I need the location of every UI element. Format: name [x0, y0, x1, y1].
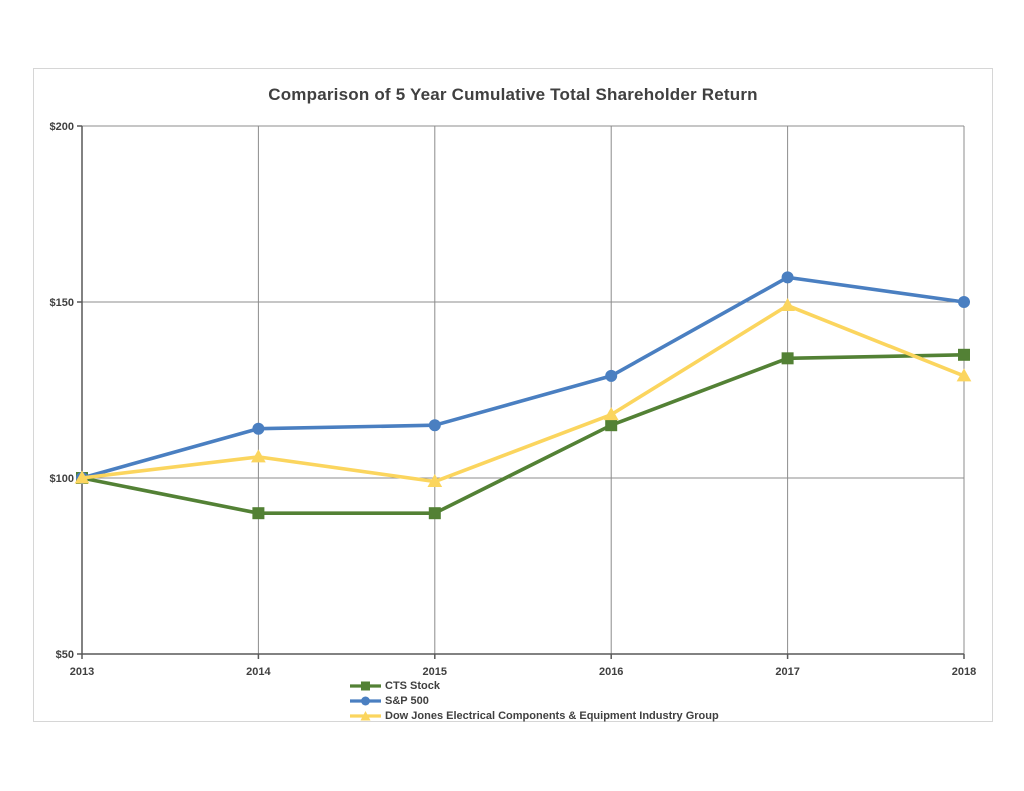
legend-swatch-circle-icon	[350, 696, 381, 706]
chart-title: Comparison of 5 Year Cumulative Total Sh…	[268, 85, 758, 104]
legend: CTS Stock S&P 500 Dow Jones Electrical Com…	[349, 679, 719, 723]
plot-area: $50 $100 $150 $200 2013 2014 2015 2016 2017 2018	[50, 121, 977, 678]
legend-swatch-triangle-icon	[350, 711, 381, 721]
data-point-s-p-500-2014	[252, 422, 265, 435]
data-point-dow-jones-electrical-component-2018	[956, 368, 972, 382]
data-point-s-p-500-2018	[958, 296, 970, 308]
data-point-cts-stock-2015	[428, 507, 441, 520]
legend-swatch-square-icon	[350, 681, 381, 691]
legend-item-s-p-500: S&P 500	[349, 694, 719, 708]
x-tick-label-2013: 2013	[70, 666, 94, 678]
data-point-dow-jones-electrical-component-2013	[74, 470, 90, 484]
data-point-cts-stock-2016	[605, 419, 618, 432]
legend-label: Dow Jones Electrical Components & Equipm…	[385, 710, 719, 722]
legend-label: S&P 500	[385, 695, 429, 707]
y-tick-label-100: $100	[50, 473, 74, 485]
data-point-cts-stock-2017	[781, 352, 794, 365]
y-tick-label-50: $50	[56, 649, 74, 661]
series-line-s-p-500	[80, 275, 966, 480]
data-point-cts-stock-2014	[252, 507, 265, 520]
data-point-dow-jones-electrical-component-2017	[780, 298, 795, 312]
x-tick-label-2017: 2017	[775, 666, 799, 678]
y-tick-label-200: $200	[50, 121, 74, 133]
series-line-dow-jones-electrical-component	[80, 303, 966, 484]
series-line-cts-stock	[80, 352, 966, 516]
x-tick-label-2015: 2015	[423, 666, 447, 678]
data-point-dow-jones-electrical-component-2016	[603, 407, 619, 421]
chart-frame: $50 $100 $150 $200 2013 2014 2015 2016 2017 2018 …	[33, 68, 993, 722]
data-point-s-p-500-2016	[605, 369, 618, 382]
data-point-dow-jones-electrical-component-2015	[427, 474, 443, 488]
data-point-cts-stock-2018	[958, 348, 970, 361]
legend-label: CTS Stock	[385, 680, 441, 692]
x-tick-label-2014: 2014	[246, 666, 271, 678]
legend-item-cts-stock: CTS Stock	[349, 679, 719, 693]
legend-item-dow-jones-electrical-component: Dow Jones Electrical Components & Equipm…	[349, 709, 719, 723]
x-tick-label-2016: 2016	[599, 666, 623, 678]
data-point-dow-jones-electrical-component-2014	[251, 449, 266, 463]
data-point-s-p-500-2015	[428, 419, 441, 432]
data-point-s-p-500-2017	[781, 271, 794, 284]
x-tick-label-2018: 2018	[952, 666, 976, 678]
y-tick-label-150: $150	[50, 297, 74, 309]
